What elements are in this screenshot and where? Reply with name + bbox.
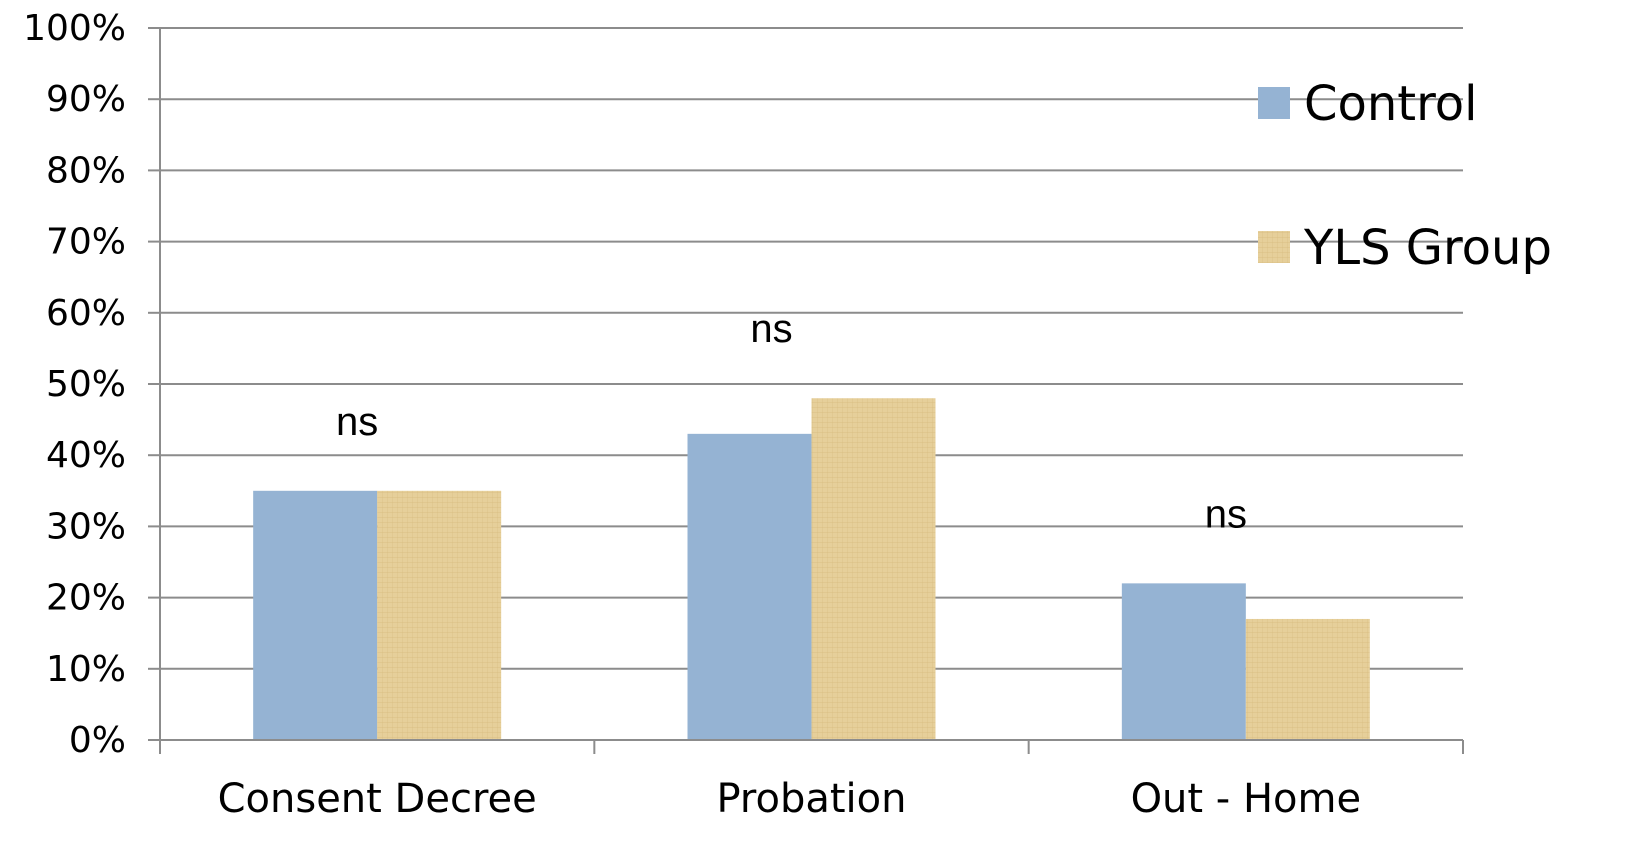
legend-swatch <box>1258 87 1290 119</box>
y-tick-label: 10% <box>46 649 126 690</box>
x-axis-labels: Consent Decree Probation Out - Home <box>218 776 1361 822</box>
y-tick-label: 30% <box>46 506 126 547</box>
y-tick-label: 0% <box>69 720 126 761</box>
y-tick-label: 40% <box>46 435 126 476</box>
y-tick-label: 50% <box>46 364 126 405</box>
y-tick-label: 20% <box>46 578 126 619</box>
legend-label: YLS Group <box>1303 220 1552 276</box>
y-axis-ticks: 0% 10% 20% 30% 40% 50% 60% 70% 80% 90% 100% <box>23 8 160 761</box>
x-tick-label: Consent Decree <box>218 776 537 822</box>
annotations: ns ns ns <box>336 307 1247 536</box>
bar-yls-group <box>811 398 936 740</box>
y-tick-label: 70% <box>46 222 126 263</box>
y-tick-label: 80% <box>46 150 126 191</box>
significance-annotation: ns <box>336 400 378 444</box>
significance-annotation: ns <box>750 307 792 351</box>
y-tick-label: 60% <box>46 293 126 334</box>
legend: Control YLS Group <box>1258 76 1552 276</box>
bar-control <box>1121 583 1246 740</box>
bar-control <box>253 490 378 740</box>
bar-control <box>687 433 812 740</box>
bars <box>253 398 1370 740</box>
significance-annotation: ns <box>1205 492 1247 536</box>
y-tick-label: 90% <box>46 79 126 120</box>
bar-yls-group <box>377 490 502 740</box>
y-tick-label: 100% <box>23 8 126 49</box>
x-tick-label: Out - Home <box>1131 776 1362 822</box>
legend-swatch <box>1258 231 1290 263</box>
x-tick-label: Probation <box>717 776 907 822</box>
legend-label: Control <box>1304 76 1478 132</box>
bar-yls-group <box>1245 618 1370 740</box>
